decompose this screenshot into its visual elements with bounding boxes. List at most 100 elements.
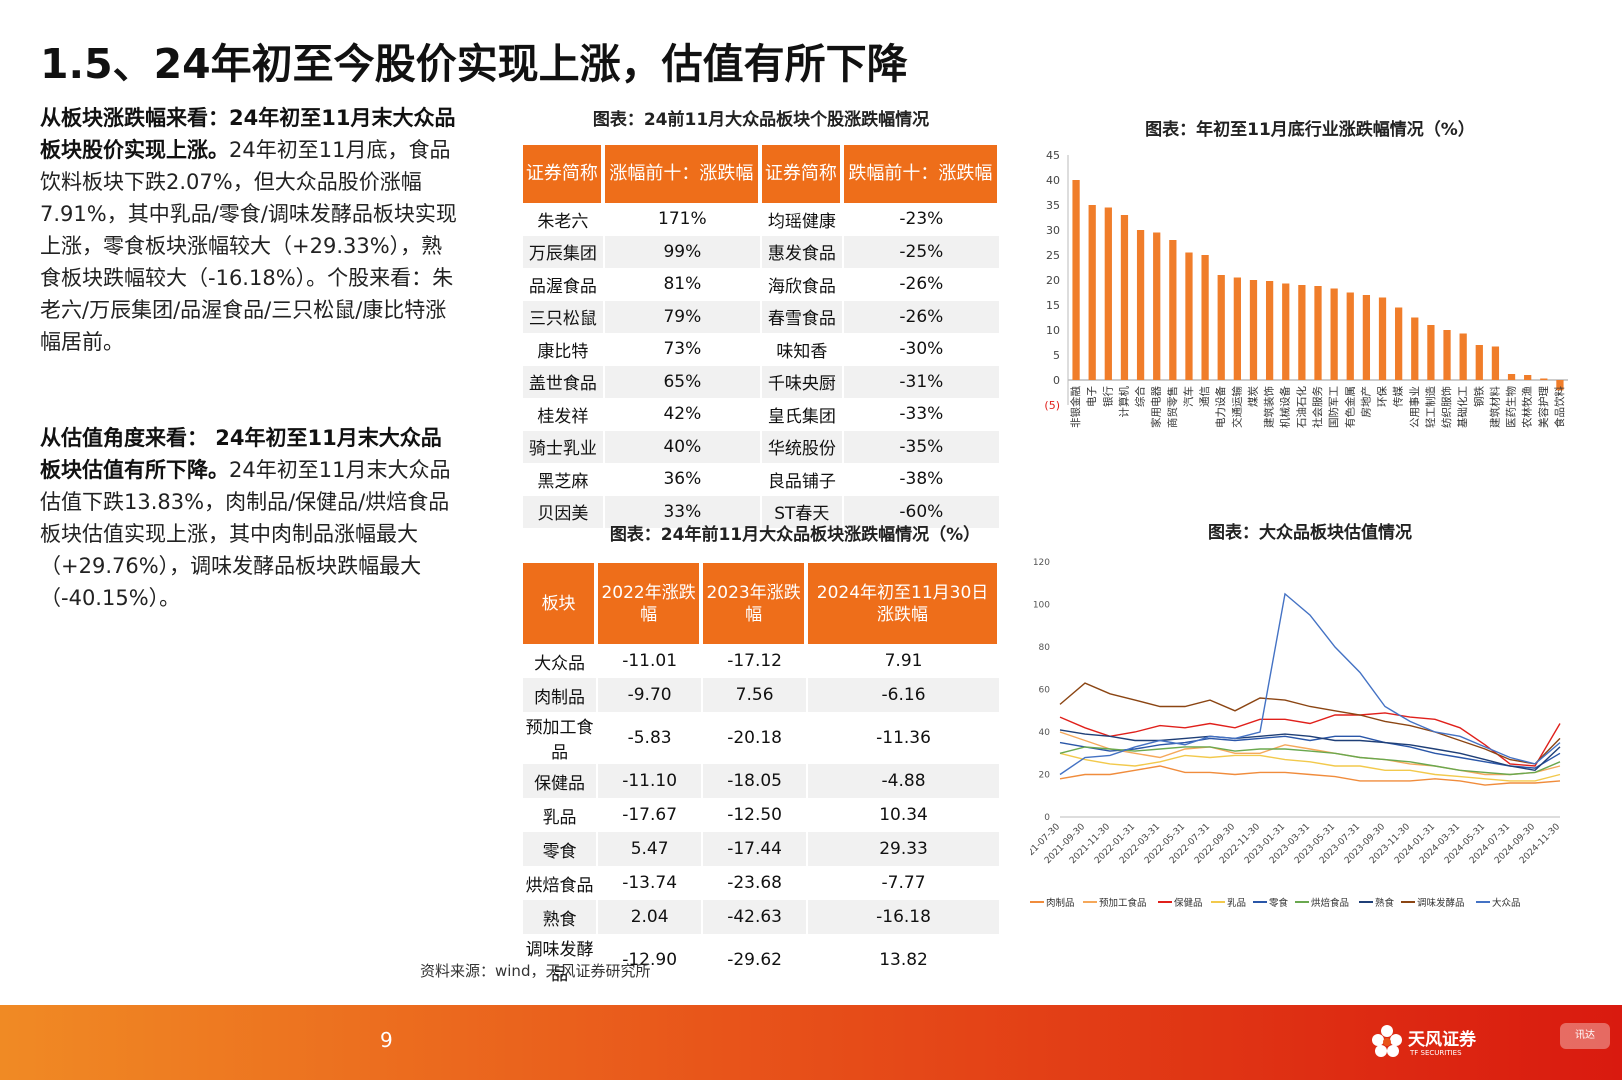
table-cell: 黑芝麻: [523, 463, 603, 496]
bar-category-label: 电子: [1085, 386, 1098, 407]
industry-bar: [1104, 207, 1112, 380]
series-line: [1059, 712, 1561, 767]
source-note: 资料来源：wind，天风证券研究所: [420, 962, 651, 980]
bar-category-label: 国防军工: [1327, 386, 1340, 428]
table-cell: 调味发酵品: [523, 934, 597, 986]
bar-category-label: 轻工制造: [1424, 386, 1437, 428]
bar-y-tick-label: 30: [1046, 224, 1060, 237]
table-cell: 千味央厨: [761, 365, 842, 398]
table-cell: 73%: [604, 333, 760, 366]
table-cell: 春雪食品: [761, 300, 842, 333]
table-row: 肉制品 -9.70 7.56 -6.16: [523, 678, 999, 712]
legend-label: 肉制品: [1046, 897, 1075, 909]
table-cell: 保健品: [523, 764, 597, 798]
industry-bar: [1427, 325, 1435, 380]
bar-category-label: 基础化工: [1456, 386, 1469, 428]
table-row: 零食 5.47 -17.44 29.33: [523, 832, 999, 866]
table-cell: -11.01: [598, 644, 702, 678]
bar-category-label: 交通运输: [1230, 386, 1243, 428]
industry-bar: [1459, 333, 1467, 380]
series-line: [1059, 682, 1561, 765]
industry-bar-chart: (5) 0 5 10 15 20 25 30 35 40 45 非银金融 电子 银行 计算机 综合 家用电器 商贸…: [1044, 149, 1568, 428]
t1-header-cell: 跌幅前十：涨跌幅: [843, 145, 999, 203]
bar-y-tick-label: 40: [1046, 174, 1060, 187]
table-cell: -25%: [843, 235, 999, 268]
legend-label: 乳品: [1227, 897, 1246, 909]
series-line: [1059, 752, 1561, 782]
valuation-lead: 从估值角度来看： 24年初至11月末大众品板块估值有所下降。: [40, 426, 442, 482]
table-cell: 味知香: [761, 333, 842, 366]
table-cell: 华统股份: [761, 430, 842, 463]
table-cell: 烘焙食品: [523, 866, 597, 900]
bar-y-tick-label: 15: [1046, 299, 1060, 312]
table-cell: 盖世食品: [523, 365, 603, 398]
table-cell: 40%: [604, 430, 760, 463]
corner-badge: 讯达: [1560, 1023, 1610, 1049]
valuation-body: 24年初至11月末大众品估值下跌13.83%，肉制品/保健品/烘焙食品板块估值实…: [40, 458, 451, 610]
table-row: 品渥食品 81% 海欣食品 -26%: [523, 268, 999, 301]
line-y-tick-label: 60: [1039, 686, 1051, 696]
table2-caption: 图表：24年前11月大众品板块涨跌幅情况（%）: [609, 525, 981, 545]
table-cell: 惠发食品: [761, 235, 842, 268]
footer-bar: 9 天风证券 TF SECURITIES 讯达: [0, 1005, 1622, 1080]
table-cell: -11.10: [598, 764, 702, 798]
table-cell: -26%: [843, 300, 999, 333]
table-cell: -16.18: [808, 900, 999, 934]
bar-category-label: 环保: [1376, 386, 1389, 407]
table-cell: -26%: [843, 268, 999, 301]
table-cell: 均瑶健康: [761, 203, 842, 236]
table-cell: -38%: [843, 463, 999, 496]
table-cell: ST春天: [761, 495, 842, 528]
industry-bar: [1362, 295, 1371, 380]
bar-y-tick-label: 45: [1046, 149, 1060, 162]
table-cell: 33%: [604, 495, 760, 528]
bar-category-label: 建筑装饰: [1263, 386, 1276, 428]
industry-bar: [1136, 230, 1145, 380]
table-cell: 桂发祥: [523, 398, 603, 431]
bar-y-tick-label: 5: [1053, 349, 1060, 362]
bar-y-tick-label: 25: [1046, 249, 1060, 262]
table-cell: -20.18: [703, 712, 807, 764]
table-cell: 零食: [523, 832, 597, 866]
table-cell: -11.36: [808, 712, 999, 764]
t2-header-cell: 2022年涨跌幅: [598, 563, 702, 644]
table-cell: 预加工食品: [523, 712, 597, 764]
table-row: 朱老六 171% 均瑶健康 -23%: [523, 203, 999, 236]
bar-category-label: 非银金融: [1069, 386, 1082, 428]
table-cell: 171%: [604, 203, 760, 236]
industry-bar: [1120, 215, 1129, 380]
sector-performance-lead: 从板块涨跌幅来看：24年初至11月末大众品板块股价实现上涨。: [40, 106, 456, 162]
table-cell: -30%: [843, 333, 999, 366]
legend-label: 熟食: [1375, 897, 1395, 909]
industry-bar: [1282, 283, 1290, 380]
bar-category-label: 银行: [1101, 386, 1114, 407]
industry-bar: [1395, 307, 1403, 380]
table-cell: -17.12: [703, 644, 807, 678]
table-cell: -12.50: [703, 798, 807, 832]
bar-y-tick-label: 20: [1046, 274, 1060, 287]
line-y-tick-label: 40: [1039, 728, 1051, 738]
table-row: 桂发祥 42% 皇氏集团 -33%: [523, 398, 999, 431]
table-row: 预加工食品 -5.83 -20.18 -11.36: [523, 712, 999, 764]
table-cell: -29.62: [703, 934, 807, 986]
table-cell: -5.83: [598, 712, 702, 764]
industry-bar: [1217, 275, 1225, 380]
table-cell: 大众品: [523, 644, 597, 678]
table-cell: 康比特: [523, 333, 603, 366]
sector-performance-table: 板块 2022年涨跌幅 2023年涨跌幅 2024年初至11月30日涨跌幅 大众品 -1…: [521, 563, 1001, 986]
line-y-tick-label: 0: [1044, 813, 1050, 823]
table-cell: -12.90: [598, 934, 702, 986]
table-row: 盖世食品 65% 千味央厨 -31%: [523, 365, 999, 398]
page-number: 9: [380, 1028, 393, 1052]
logo-subtext: TF SECURITIES: [1410, 1049, 1462, 1057]
logo-text: 天风证券: [1408, 1030, 1476, 1050]
line-chart-title: 图表：大众品板块估值情况: [1208, 523, 1412, 543]
t1-header-cell: 证券简称: [523, 145, 603, 203]
bar-category-label: 钢铁: [1472, 386, 1485, 407]
industry-bar: [1201, 255, 1209, 380]
industry-bar: [1298, 285, 1306, 380]
bar-category-label: 农林牧渔: [1521, 386, 1534, 428]
table-cell: -7.77: [808, 866, 999, 900]
bar-category-label: 食品饮料: [1553, 386, 1566, 428]
table-cell: 7.56: [703, 678, 807, 712]
